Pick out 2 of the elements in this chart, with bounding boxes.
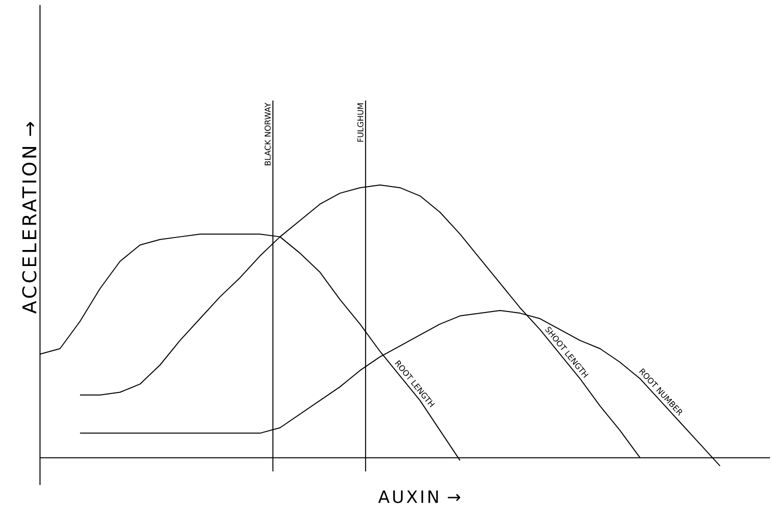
x-axis-title: AUXIN → — [378, 490, 460, 504]
y-axis-title: ACCELERATION → — [22, 122, 36, 314]
